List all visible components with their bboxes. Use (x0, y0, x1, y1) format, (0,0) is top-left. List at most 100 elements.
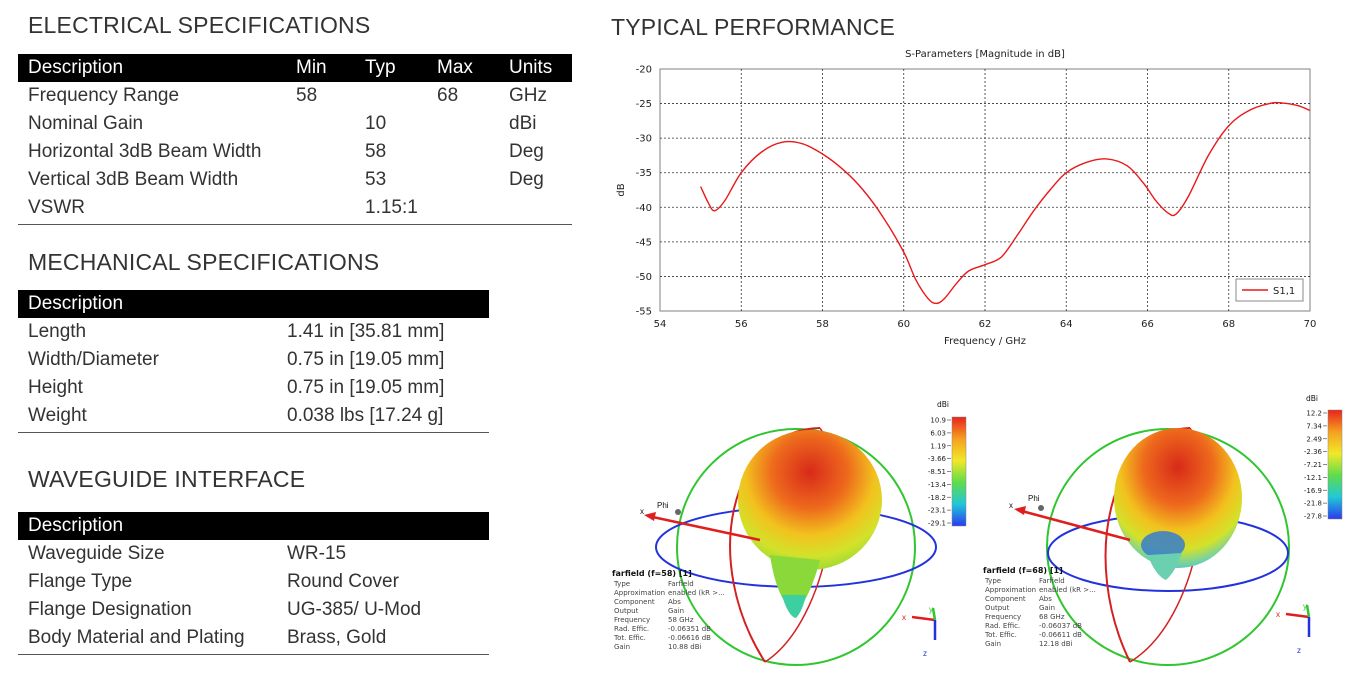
property-value: Gain (1039, 604, 1056, 612)
property-value: 58 GHz (668, 616, 694, 624)
x-axis-arrow (1017, 508, 1131, 542)
farfield-left-info: farfield (f=58) [1] Type Farfield Approxim… (612, 569, 725, 652)
axis-triad: x y z (1276, 602, 1311, 655)
property-name: Approximation (985, 586, 1037, 594)
series-line-s11 (699, 101, 1311, 305)
property-name: Output (614, 607, 639, 615)
cell (499, 194, 572, 225)
electrical-header-max: Max (427, 54, 499, 82)
property-row: Tot. Effic. -0.06616 dB (612, 634, 725, 643)
x-tick-label: 68 (1222, 319, 1235, 330)
phi-label: Phi (1028, 494, 1040, 503)
property-value: Farfield (1039, 577, 1065, 585)
property-name: Gain (614, 643, 631, 651)
scale-tick-label: 1.19 (930, 442, 946, 450)
scale-tick-label: 7.34 (1306, 422, 1322, 430)
cell: Body Material and Plating (18, 624, 277, 655)
cell: Weight (18, 402, 277, 433)
property-row: Gain 10.88 dBi (612, 643, 725, 652)
x-axis-label: x (640, 507, 644, 516)
scale-tick-label: -18.2 (928, 494, 946, 502)
cell: 0.75 in [19.05 mm] (287, 377, 445, 398)
cell: dBi (509, 113, 537, 134)
phi-label: Phi (657, 501, 669, 510)
scale-tick-label: 10.9 (930, 417, 946, 425)
y-tick-label: -55 (636, 307, 652, 318)
property-name: Tot. Effic. (614, 634, 646, 642)
y-tick-label: -30 (636, 134, 652, 145)
property-row: Output Gain (612, 607, 725, 616)
waveguide-header-row: Description (18, 512, 489, 540)
table-row: Width/Diameter 0.75 in [19.05 mm] (18, 346, 489, 374)
scale-tick-label: -12.1 (1304, 474, 1322, 482)
scale-unit-label: dBi (937, 400, 949, 409)
cell: 53 (365, 169, 387, 190)
y-tick-label: -25 (636, 99, 652, 110)
property-name: Type (614, 580, 631, 588)
lobe-tail-tip (782, 595, 806, 618)
table-row: VSWR 1.15:1 (18, 194, 572, 225)
radiation-lobe (738, 430, 882, 570)
property-value: 68 GHz (1039, 613, 1065, 621)
x-axis-arrow (647, 514, 761, 542)
x-arrow-head (1014, 506, 1026, 515)
property-row: Approximation enabled (kR >... (612, 589, 725, 598)
grid-vertical (740, 69, 1230, 311)
scale-tick-label: -8.51 (928, 468, 946, 476)
table-row: Weight 0.038 lbs [17.24 g] (18, 402, 489, 433)
triad-x (911, 615, 936, 622)
farfield-right-title: farfield (f=68) [1] (983, 566, 1063, 575)
cell: GHz (509, 85, 547, 106)
cell: 58 (365, 141, 387, 162)
cell: Vertical 3dB Beam Width (28, 169, 239, 190)
scale-tick-label: -16.9 (1304, 487, 1322, 495)
performance-title: TYPICAL PERFORMANCE (611, 14, 896, 40)
x-axis-label: x (1009, 501, 1013, 510)
electrical-table: Description Min Typ Max Units Frequency … (18, 54, 572, 225)
property-name: Tot. Effic. (985, 631, 1017, 639)
cell: 68 (437, 85, 459, 106)
scale-tick-label: -7.21 (1304, 461, 1322, 469)
scale-tick-label: -27.8 (1304, 513, 1322, 521)
farfield-right-props: Type Farfield Approximation enabled (kR >..… (983, 577, 1096, 649)
property-value: Gain (668, 607, 685, 615)
property-name: Output (985, 604, 1010, 612)
x-arrow-head (644, 512, 656, 521)
x-tick-label: 64 (1060, 319, 1073, 330)
triad-z-label: z (1297, 646, 1301, 655)
color-scale-bar (1327, 409, 1343, 520)
scale-unit-label: dBi (1306, 394, 1318, 403)
phi-marker (1038, 505, 1044, 511)
cell: Nominal Gain (28, 113, 144, 134)
triad-y-label: y (1303, 602, 1307, 611)
cell: 0.038 lbs [17.24 g] (277, 402, 489, 433)
table-row: Flange Type Round Cover (18, 568, 489, 596)
cell (286, 194, 355, 225)
table-row: Nominal Gain 10 dBi (18, 110, 572, 138)
triad-y-label: y (929, 605, 933, 614)
cell: Height (28, 377, 83, 398)
chart-legend: S1,1 (1235, 278, 1304, 302)
waveguide-header-description: Description (18, 512, 489, 540)
x-tick-label: 58 (816, 319, 829, 330)
color-scale-labels: 12.2 7.34 2.49 -2.36 -7.21 -12.1 -16.9 -21.8 -27… (1304, 410, 1327, 521)
y-tick-labels: -20 -25 -30 -35 -40 -45 -50 -55 (636, 65, 652, 318)
mechanical-title: MECHANICAL SPECIFICATIONS (28, 249, 380, 275)
property-row: Type Farfield (983, 577, 1096, 586)
legend-box (1235, 278, 1304, 302)
electrical-header-min: Min (286, 54, 355, 82)
s-parameter-chart: 54 56 58 60 62 64 66 68 70 -20 -25 -30 -35 -40 -45 -50… (616, 49, 1316, 347)
waveguide-title: WAVEGUIDE INTERFACE (28, 466, 306, 492)
property-row: Gain 12.18 dBi (983, 640, 1096, 649)
property-name: Component (985, 595, 1026, 603)
color-scale-bar (951, 416, 967, 527)
property-row: Approximation enabled (kR >... (983, 586, 1096, 595)
property-value: 10.88 dBi (668, 643, 702, 651)
phi-marker (675, 509, 681, 515)
triad-y (1305, 604, 1311, 618)
cell: Horizontal 3dB Beam Width (28, 141, 262, 162)
property-value: Farfield (668, 580, 694, 588)
x-tick-label: 66 (1141, 319, 1154, 330)
x-tick-label: 70 (1304, 319, 1317, 330)
